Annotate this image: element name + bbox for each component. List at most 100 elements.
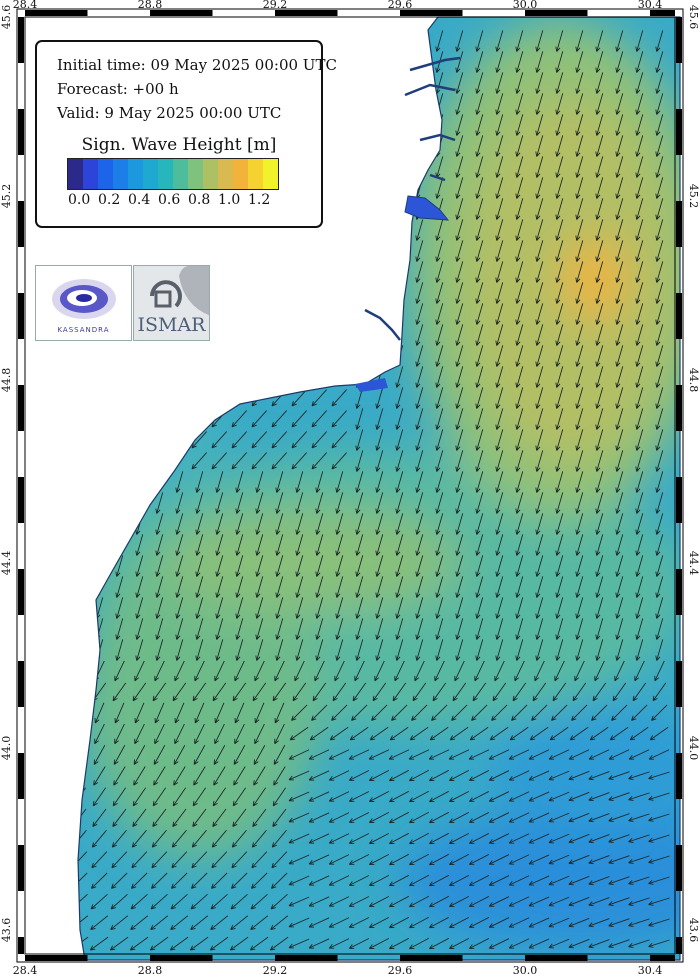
wave-arrow [608,813,630,822]
wave-arrow [429,895,450,908]
wave-arrow [475,303,484,325]
wave-arrow [331,326,347,344]
wave-arrow [95,534,104,556]
wave-arrow [435,324,444,346]
wave-arrow [655,639,664,661]
wave-arrow [231,431,247,449]
wave-arrow [215,618,224,640]
wave-arrow [331,221,347,239]
wave-arrow [331,410,347,428]
wave-arrow [78,639,84,661]
wave-arrow [56,534,63,555]
wave-arrow [588,855,610,865]
wave-arrow [230,894,248,910]
wave-arrow [389,811,410,824]
wave-arrow [329,726,349,741]
wave-arrow [211,431,227,449]
wave-arrow [515,387,524,409]
wave-arrow [375,534,384,556]
wave-arrow [375,555,384,577]
wave-arrow [231,242,247,260]
wave-arrow [328,749,350,760]
wave-arrow [294,660,305,682]
wave-arrow [271,242,287,260]
wave-arrow [595,366,604,388]
wave-arrow [52,411,67,427]
wave-arrow [389,769,410,782]
wave-arrow [211,263,227,281]
wave-arrow [412,682,427,702]
wave-arrow [175,471,184,493]
wave-arrow [595,303,604,325]
wave-arrow [295,513,304,535]
wave-arrow [331,179,347,197]
wave-arrow [195,492,204,514]
wave-arrow [648,813,670,822]
wave-arrow [274,660,285,682]
wave-arrow [615,345,624,367]
wave-arrow [555,156,564,178]
wave-arrow [455,93,464,115]
wave-arrow [635,72,644,94]
wave-arrow [415,240,424,262]
wave-arrow [230,915,249,930]
wave-arrow [595,282,604,304]
wave-arrow [475,534,484,556]
wave-arrow [515,261,524,283]
wave-arrow [51,916,68,930]
wave-arrow [35,661,44,681]
wave-arrow [210,894,228,910]
wave-arrow [614,660,625,682]
wave-arrow [273,766,286,786]
wave-arrow [111,872,128,889]
wave-arrow [615,492,624,514]
wave-arrow [131,347,147,365]
wave-arrow [231,872,248,889]
wave-arrow [193,745,206,765]
wave-arrow [555,198,564,220]
wave-arrow [295,597,304,619]
wave-arrow [575,114,584,136]
wave-arrow [235,597,244,619]
wave-arrow [191,410,207,428]
wave-arrow [295,471,304,493]
wave-arrow [269,936,289,951]
wave-arrow [130,915,149,930]
wave-arrow [331,74,347,92]
wave-arrow [495,492,504,514]
wave-arrow [568,896,590,907]
wave-arrow [415,30,424,52]
wave-arrow [555,597,564,619]
wave-arrow [409,937,430,950]
wave-arrow [495,72,504,94]
wave-arrow [432,682,447,702]
wave-arrow [655,303,664,325]
wave-arrow [94,723,105,745]
wave-arrow [615,177,624,199]
wave-arrow [628,771,650,780]
wave-arrow [455,366,464,388]
wave-arrow [435,534,444,556]
wave-arrow [435,471,444,493]
wave-arrow [575,408,584,430]
wave-arrow [508,875,530,886]
wave-arrow [635,366,644,388]
wave-arrow [608,855,630,864]
wave-arrow [288,833,310,844]
wave-arrow [355,93,364,115]
wave-arrow [272,787,287,807]
wave-arrow [288,938,310,949]
wave-arrow [355,618,364,640]
wave-arrow [595,114,604,136]
wave-arrow [615,618,624,640]
wave-arrow [575,177,584,199]
wave-arrow [251,326,267,344]
lon-tick-label: 30.4 [638,964,663,977]
wave-arrow [415,261,424,283]
wave-arrow [193,766,206,786]
wave-arrow [233,766,246,786]
wave-arrow [434,660,445,682]
wave-arrow [655,156,664,178]
wave-arrow [388,749,410,760]
wave-arrow [191,830,207,848]
